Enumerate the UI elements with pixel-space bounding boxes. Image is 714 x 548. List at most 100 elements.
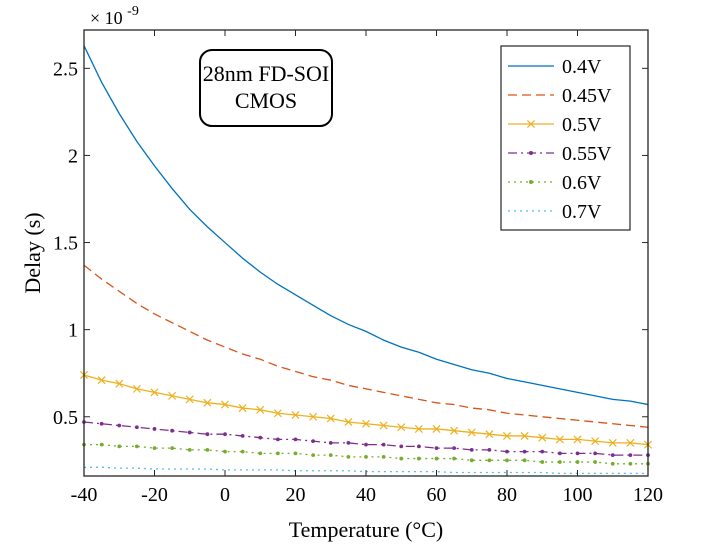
y-ticks: 0.5 1 1.5 2 2.5 bbox=[53, 58, 648, 429]
legend-item: 0.4V bbox=[508, 56, 602, 78]
data-point-marker bbox=[258, 451, 263, 456]
data-point-marker bbox=[610, 461, 615, 466]
y-axis-label: Delay (s) bbox=[20, 212, 45, 293]
x-tick-label: 60 bbox=[427, 484, 447, 506]
data-point-marker bbox=[134, 425, 139, 430]
data-point-marker bbox=[434, 456, 439, 461]
data-point-marker bbox=[152, 427, 157, 431]
data-point-marker bbox=[399, 444, 404, 449]
plot-area-frame bbox=[83, 29, 649, 477]
data-point-marker bbox=[485, 430, 494, 439]
data-point-marker bbox=[364, 442, 368, 447]
annotation-line-1: 28nm FD-SOI bbox=[203, 61, 330, 86]
data-point-marker bbox=[522, 449, 527, 454]
annotation-line-2: CMOS bbox=[235, 88, 297, 113]
data-point-marker bbox=[399, 456, 404, 461]
data-point-marker bbox=[452, 456, 457, 461]
y-tick-label: 2.5 bbox=[53, 58, 78, 80]
legend-box bbox=[500, 45, 631, 231]
data-point-marker bbox=[487, 458, 492, 463]
data-point-marker bbox=[328, 453, 333, 457]
data-point-marker bbox=[150, 388, 159, 397]
data-point-marker bbox=[610, 453, 615, 457]
legend-marker bbox=[529, 151, 533, 155]
y-tick-label: 0.5 bbox=[53, 407, 78, 429]
data-point-marker bbox=[309, 412, 318, 421]
x-tick-label: -40 bbox=[71, 484, 98, 506]
data-point-marker bbox=[381, 442, 386, 447]
data-point-marker bbox=[185, 395, 194, 404]
data-point-marker bbox=[573, 435, 582, 444]
data-point-marker bbox=[256, 405, 265, 414]
data-point-marker bbox=[628, 461, 633, 466]
data-point-marker bbox=[311, 453, 316, 457]
data-point-marker bbox=[575, 460, 580, 464]
x-ticks: -40 -20 0 20 40 60 80 100 120 bbox=[71, 30, 663, 506]
data-point-marker bbox=[557, 451, 562, 456]
data-point-marker bbox=[328, 441, 333, 445]
legend-label: 0.5V bbox=[562, 114, 602, 136]
data-point-marker bbox=[555, 435, 564, 444]
data-point-marker bbox=[205, 432, 210, 437]
data-point-marker bbox=[361, 419, 371, 428]
annotation-box bbox=[199, 49, 333, 127]
x-tick-label: 120 bbox=[633, 484, 663, 506]
data-point-marker bbox=[346, 454, 351, 459]
x-tick-label: -20 bbox=[141, 484, 168, 506]
legend-marker bbox=[526, 119, 536, 129]
legend-label: 0.4V bbox=[562, 56, 602, 78]
data-point-marker bbox=[326, 414, 335, 423]
x-tick-label: 40 bbox=[356, 484, 376, 506]
data-point-marker bbox=[258, 435, 263, 440]
data-point-marker bbox=[344, 417, 353, 427]
data-point-marker bbox=[432, 424, 441, 433]
x-tick-label: 20 bbox=[286, 484, 306, 506]
data-point-marker bbox=[240, 434, 245, 438]
legend-item: 0.55V bbox=[508, 143, 612, 165]
series-group bbox=[82, 442, 650, 466]
legend: 0.4V 0.45V 0.5V 0.55V 0.6V 0.7V bbox=[500, 45, 631, 231]
legend-item: 0.45V bbox=[508, 85, 612, 107]
y-axis-multiplier-exponent: -9 bbox=[127, 4, 139, 19]
data-point-marker bbox=[450, 426, 459, 435]
data-point-marker bbox=[275, 451, 280, 456]
legend-item: 0.7V bbox=[508, 201, 602, 223]
data-point-marker bbox=[238, 404, 247, 413]
data-point-marker bbox=[273, 409, 282, 418]
y-axis-multiplier-base: × 10 bbox=[90, 8, 123, 28]
data-point-marker bbox=[170, 428, 175, 433]
data-point-marker bbox=[540, 449, 545, 454]
data-point-marker bbox=[520, 431, 529, 440]
data-point-marker bbox=[593, 460, 598, 464]
data-point-marker bbox=[293, 451, 298, 456]
data-point-marker bbox=[379, 421, 388, 430]
data-point-marker bbox=[414, 424, 423, 433]
data-point-marker bbox=[293, 437, 298, 442]
data-point-marker bbox=[469, 458, 474, 463]
legend-label: 0.55V bbox=[562, 143, 612, 165]
data-point-marker bbox=[275, 437, 280, 442]
data-point-marker bbox=[134, 444, 139, 449]
data-point-marker bbox=[311, 439, 316, 444]
data-point-marker bbox=[452, 446, 457, 451]
data-point-marker bbox=[502, 431, 512, 440]
y-tick-label: 2 bbox=[68, 145, 78, 167]
data-point-marker bbox=[487, 447, 492, 452]
data-point-marker bbox=[132, 384, 141, 393]
legend-label: 0.6V bbox=[562, 172, 602, 194]
data-point-marker bbox=[608, 438, 617, 447]
legend-item: 0.6V bbox=[508, 172, 602, 194]
data-point-marker bbox=[397, 423, 406, 432]
data-point-marker bbox=[467, 428, 476, 437]
data-point-marker bbox=[187, 447, 192, 452]
series-line bbox=[83, 264, 649, 428]
data-point-marker bbox=[170, 446, 175, 451]
y-tick-label: 1 bbox=[68, 320, 78, 342]
data-point-marker bbox=[117, 444, 122, 449]
y-axis-multiplier: × 10 -9 bbox=[90, 4, 139, 28]
data-point-marker bbox=[99, 442, 104, 447]
data-point-marker bbox=[522, 458, 527, 463]
x-axis-label: Temperature (°C) bbox=[289, 517, 443, 542]
series-group bbox=[82, 420, 650, 457]
